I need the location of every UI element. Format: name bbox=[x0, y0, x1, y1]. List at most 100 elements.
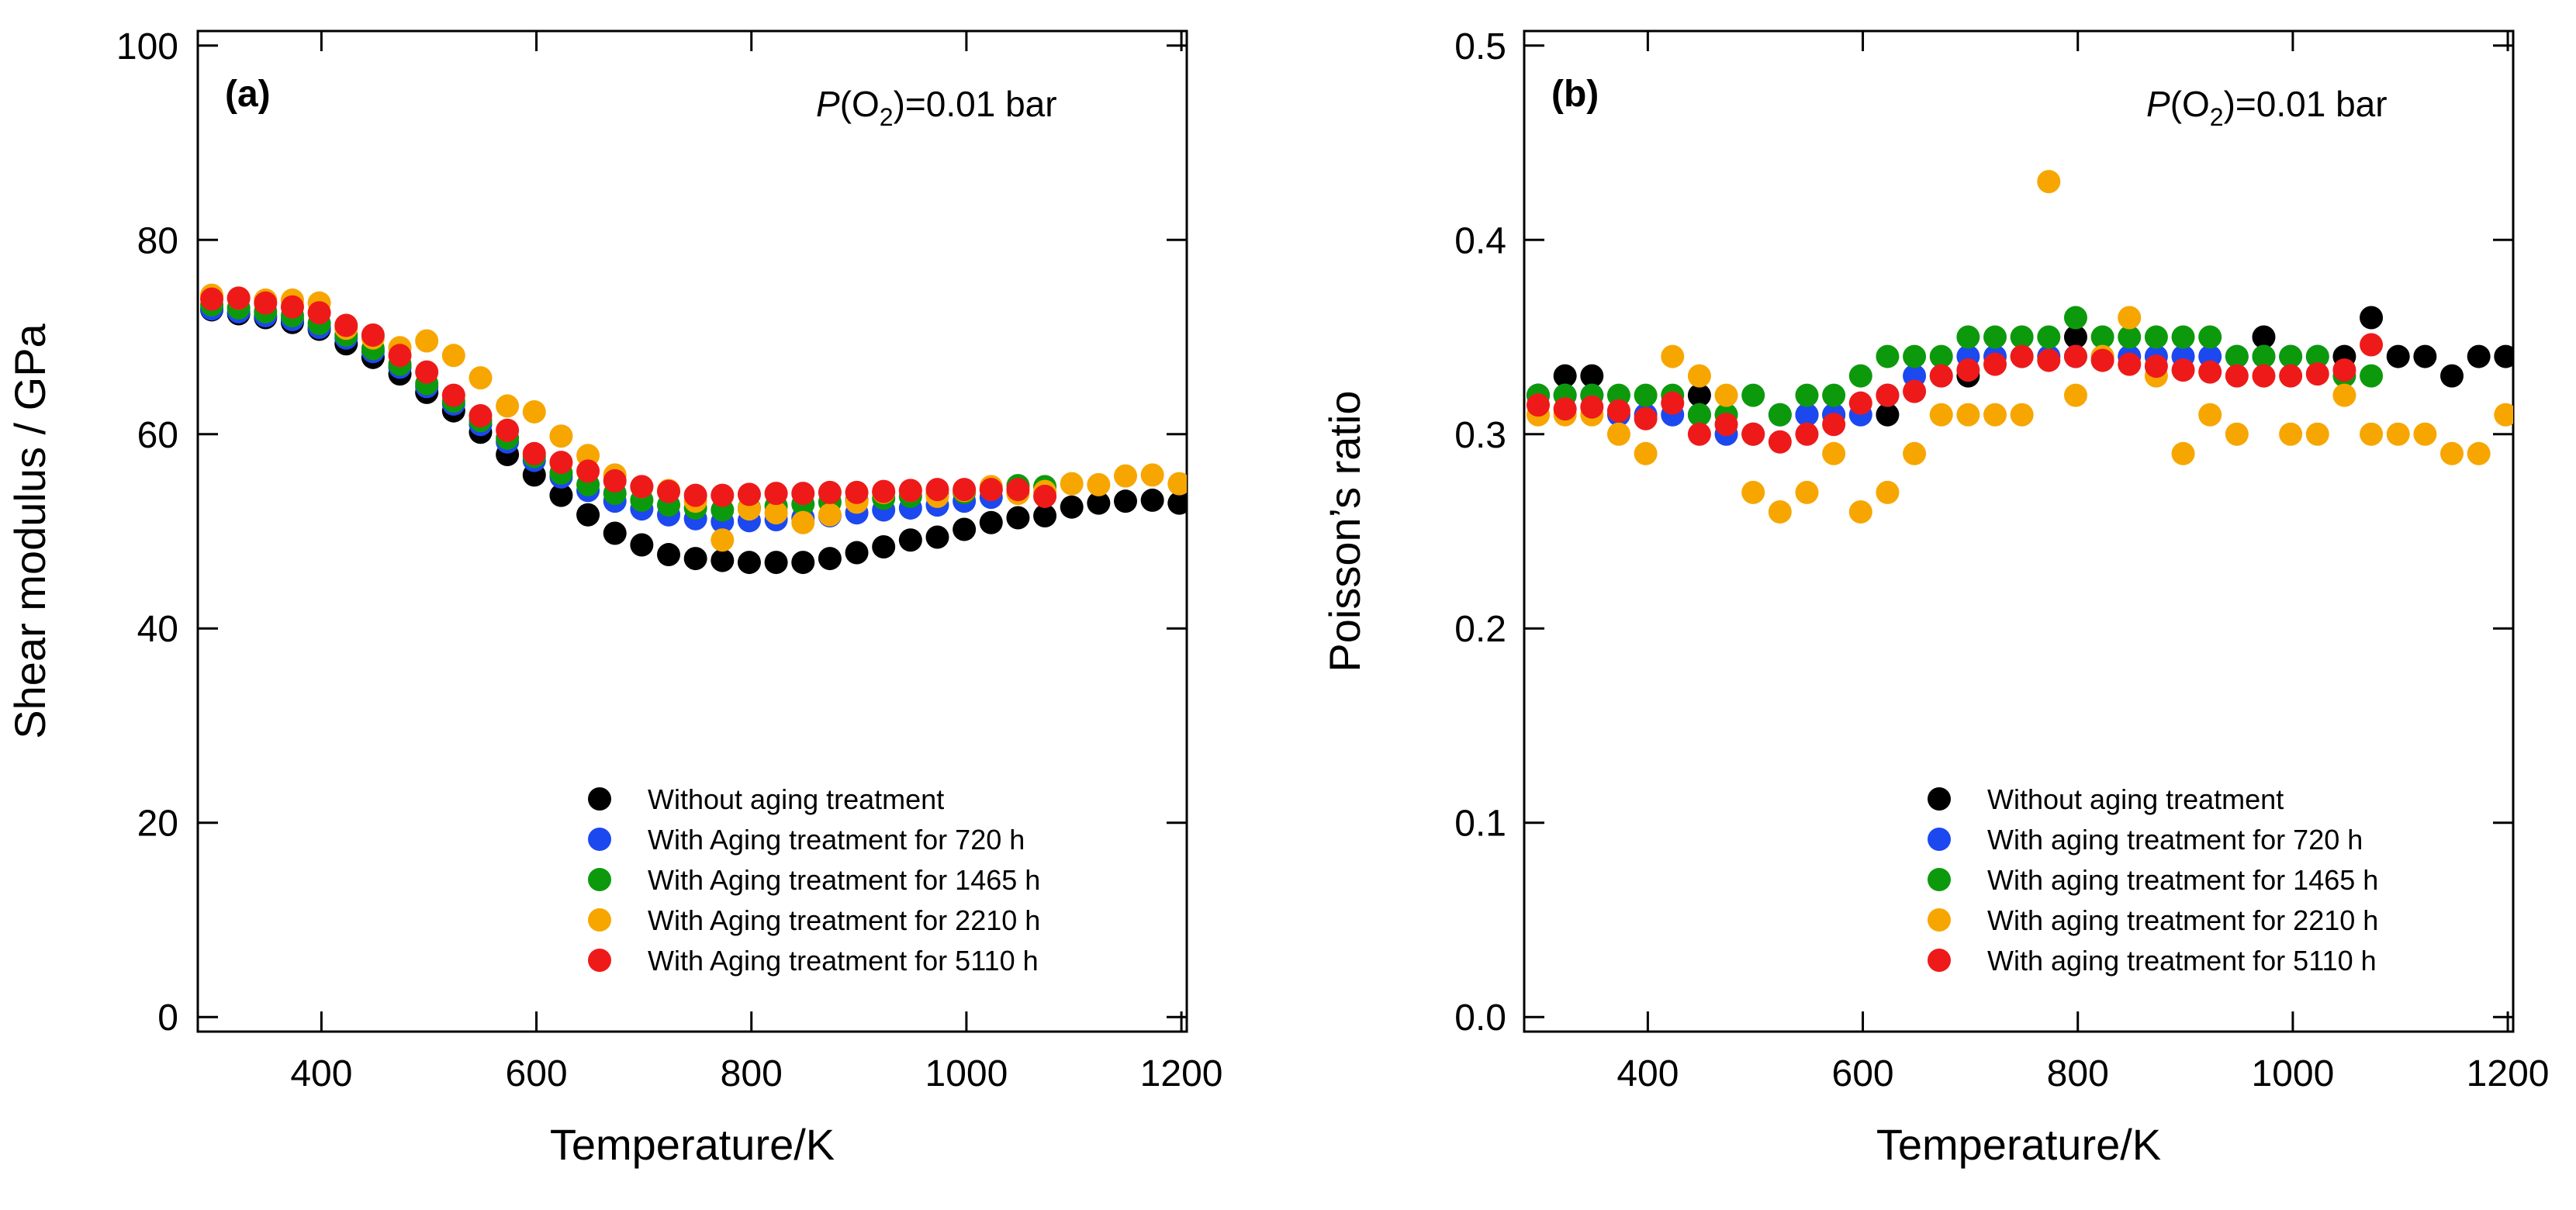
legend-label: Without aging treatment bbox=[648, 783, 944, 815]
legend-label: With aging treatment for 2210 h bbox=[1987, 904, 2378, 936]
data-point bbox=[361, 323, 385, 347]
data-point bbox=[2037, 348, 2061, 372]
data-point bbox=[226, 286, 251, 310]
data-point bbox=[818, 503, 842, 527]
data-point bbox=[549, 483, 573, 507]
data-point bbox=[1140, 463, 1164, 487]
x-tick-label: 600 bbox=[1832, 1053, 1894, 1094]
data-point bbox=[1661, 344, 1685, 368]
data-point bbox=[1687, 364, 1711, 388]
data-point bbox=[764, 501, 788, 525]
data-point bbox=[2225, 344, 2249, 368]
data-point bbox=[1956, 358, 1980, 382]
data-point bbox=[1795, 403, 1819, 427]
data-point bbox=[2360, 422, 2384, 446]
data-point bbox=[791, 551, 815, 575]
data-point bbox=[2467, 441, 2491, 465]
legend-marker bbox=[588, 908, 611, 932]
data-point bbox=[549, 451, 573, 475]
data-point bbox=[469, 366, 493, 390]
data-point bbox=[2118, 306, 2142, 330]
legend-label: With Aging treatment for 2210 h bbox=[648, 904, 1040, 936]
x-tick-label: 800 bbox=[721, 1053, 783, 1094]
data-point bbox=[2305, 362, 2329, 386]
x-tick-label: 600 bbox=[506, 1053, 568, 1094]
data-point bbox=[1768, 403, 1792, 427]
data-point bbox=[2090, 325, 2114, 349]
data-point bbox=[1741, 480, 1765, 504]
data-point bbox=[1876, 480, 1900, 504]
data-point bbox=[1848, 364, 1872, 388]
x-tick-label: 800 bbox=[2047, 1053, 2109, 1094]
data-point bbox=[441, 344, 465, 368]
data-point bbox=[200, 287, 224, 311]
data-point bbox=[2063, 325, 2087, 349]
data-point bbox=[1634, 406, 1658, 430]
y-tick-label: 0.2 bbox=[1454, 609, 1506, 650]
data-point bbox=[1527, 393, 1551, 417]
data-point bbox=[2198, 403, 2222, 427]
data-point bbox=[1983, 352, 2007, 376]
data-point bbox=[2118, 352, 2142, 376]
data-point bbox=[1087, 472, 1111, 496]
data-point bbox=[1033, 503, 1057, 527]
data-point bbox=[1006, 506, 1030, 530]
data-point bbox=[2037, 170, 2061, 194]
data-point bbox=[576, 503, 600, 527]
data-point bbox=[1114, 464, 1138, 488]
data-point bbox=[2010, 403, 2034, 427]
condition-label: P(O2)=0.01 bar bbox=[816, 84, 1057, 131]
data-point bbox=[1768, 500, 1792, 524]
data-point bbox=[576, 459, 600, 483]
legend-marker bbox=[1928, 949, 1951, 972]
data-point bbox=[2413, 422, 2437, 446]
panel-label: (b) bbox=[1551, 74, 1599, 115]
data-point bbox=[2037, 325, 2061, 349]
data-point bbox=[657, 479, 681, 503]
x-axis-title: Temperature/K bbox=[1876, 1120, 2161, 1169]
data-point bbox=[1167, 472, 1187, 496]
legend-marker bbox=[588, 949, 611, 972]
data-point bbox=[2386, 344, 2410, 368]
data-point bbox=[953, 517, 977, 541]
data-point bbox=[711, 528, 735, 552]
panel-b: 400 600 800 1000 1200 0.0 0.1 0.2 0.3 0.4 0.5 Tempe… bbox=[1320, 26, 2549, 1169]
legend-marker bbox=[1928, 908, 1951, 932]
data-point bbox=[2198, 360, 2222, 384]
data-points bbox=[200, 283, 1187, 575]
x-tick-label: 1000 bbox=[925, 1053, 1008, 1094]
data-point bbox=[1687, 403, 1711, 427]
data-point bbox=[1876, 383, 1900, 407]
data-point bbox=[1140, 488, 1164, 512]
legend-marker bbox=[1928, 787, 1951, 811]
y-tick-label: 60 bbox=[137, 415, 178, 456]
legend-label: With Aging treatment for 1465 h bbox=[648, 864, 1040, 896]
data-point bbox=[1983, 403, 2007, 427]
data-point bbox=[1741, 422, 1765, 446]
data-point bbox=[1687, 383, 1711, 407]
data-point bbox=[2494, 403, 2513, 427]
data-point bbox=[872, 535, 896, 559]
data-point bbox=[2118, 325, 2142, 349]
x-tick-label: 1200 bbox=[1140, 1053, 1223, 1094]
legend-label: With aging treatment for 5110 h bbox=[1987, 945, 2377, 977]
data-point bbox=[441, 383, 465, 407]
data-point bbox=[496, 418, 520, 442]
data-point bbox=[1606, 422, 1630, 446]
legend-label: With aging treatment for 720 h bbox=[1987, 824, 2363, 856]
data-point bbox=[2225, 364, 2249, 388]
series-5 bbox=[1527, 333, 2384, 454]
y-tick-label: 40 bbox=[137, 609, 178, 650]
y-tick-label: 0.3 bbox=[1454, 415, 1506, 456]
x-tick-label: 400 bbox=[1616, 1053, 1679, 1094]
data-point bbox=[898, 528, 922, 552]
data-point bbox=[1060, 495, 1084, 519]
data-point bbox=[415, 360, 439, 384]
data-point bbox=[603, 468, 627, 493]
data-point bbox=[925, 525, 949, 549]
data-point bbox=[1060, 472, 1084, 496]
data-point bbox=[1687, 422, 1711, 446]
data-point bbox=[737, 551, 761, 575]
data-point bbox=[1822, 441, 1846, 465]
